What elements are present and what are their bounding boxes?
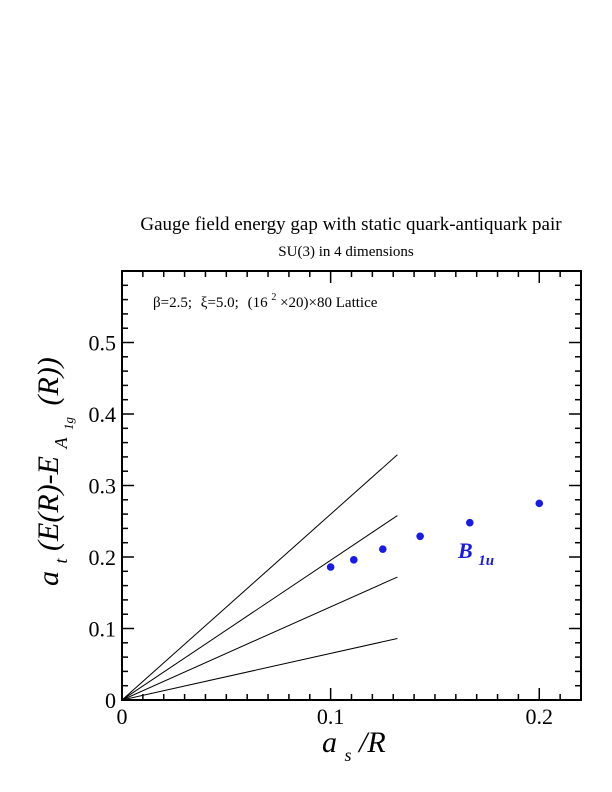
chart-subtitle: SU(3) in 4 dimensions bbox=[278, 244, 414, 260]
y-tick-label: 0.4 bbox=[89, 402, 117, 427]
x-tick-label: 0 bbox=[117, 704, 128, 729]
y-tick-label: 0.3 bbox=[89, 474, 117, 499]
y-axis-label: a t (E(R)-E A 1g (R)) bbox=[32, 357, 80, 586]
x-tick-label: 0.1 bbox=[317, 704, 345, 729]
lattice-text-b: ×20)×80 Lattice bbox=[280, 295, 378, 311]
reference-line bbox=[121, 515, 398, 701]
tick-labels: 0 0.1 0.2 0 0.1 0.2 0.3 0.4 0.5 bbox=[89, 331, 554, 730]
y-tick-label: 0.2 bbox=[89, 545, 117, 570]
y-label-e-subsub: 1g bbox=[61, 417, 76, 431]
data-point bbox=[326, 563, 335, 571]
x-label-sub: s bbox=[345, 745, 352, 765]
data-point bbox=[465, 518, 474, 527]
series-label-b1u: B 1u bbox=[457, 538, 494, 569]
y-tick-label: 0.5 bbox=[89, 331, 117, 356]
axis-ticks bbox=[121, 270, 582, 701]
beta-text: β=2.5; bbox=[153, 295, 192, 311]
x-label-rest: /R bbox=[357, 726, 386, 759]
data-point bbox=[416, 532, 424, 541]
plot-frame bbox=[121, 270, 582, 701]
y-tick-label: 0 bbox=[105, 688, 116, 713]
xi-text: ξ=5.0; bbox=[201, 295, 239, 311]
reference-line bbox=[121, 638, 398, 701]
chart-title: Gauge field energy gap with static quark… bbox=[140, 214, 562, 235]
reference-line bbox=[121, 576, 398, 701]
data-point bbox=[535, 499, 544, 508]
series-name: B bbox=[457, 538, 473, 563]
x-tick-label: 0.2 bbox=[526, 704, 554, 729]
y-label-mid: (E(R)-E bbox=[32, 456, 65, 551]
y-label-a-sub: t bbox=[51, 558, 71, 564]
reference-line bbox=[121, 454, 398, 701]
y-label-a: a bbox=[32, 571, 65, 586]
y-label-end: (R)) bbox=[32, 357, 65, 405]
y-label-e-sub: A bbox=[51, 437, 71, 450]
lattice-sup: 2 bbox=[271, 292, 276, 303]
lattice-text-a: (16 bbox=[248, 295, 268, 311]
x-axis-label: a s /R bbox=[322, 726, 386, 768]
series-name-sub: 1u bbox=[478, 553, 494, 569]
data-point bbox=[349, 556, 358, 564]
data-point bbox=[378, 545, 387, 553]
x-label-main: a bbox=[322, 726, 337, 759]
lattice-annotation: β=2.5; ξ=5.0; (16 2 ×20)×80 Lattice bbox=[153, 288, 378, 311]
data-points bbox=[326, 499, 544, 571]
reference-lines bbox=[121, 454, 398, 701]
y-tick-label: 0.1 bbox=[89, 617, 117, 642]
